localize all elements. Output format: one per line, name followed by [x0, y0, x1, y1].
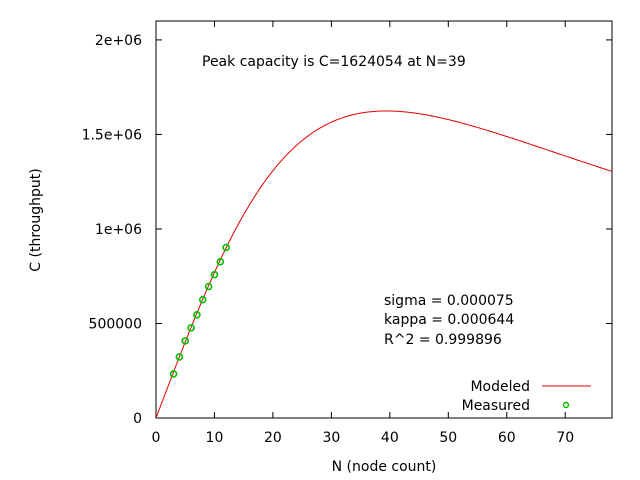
measured-point — [222, 243, 230, 252]
plot-border — [155, 20, 613, 419]
y-tick-label: 500000 — [89, 316, 142, 332]
measured-point — [181, 337, 190, 345]
x-tick-label: 20 — [264, 430, 282, 446]
legend-label-modeled: Modeled — [470, 379, 530, 395]
measured-point — [204, 282, 213, 291]
x-axis-label: N (node count) — [332, 459, 437, 475]
x-axis: 0 10 20 30 40 50 60 70 — [152, 21, 574, 446]
measured-series — [169, 243, 230, 378]
measured-point — [198, 295, 207, 304]
measured-point — [187, 324, 195, 332]
sigma-annotation: sigma = 0.000075 — [384, 293, 514, 309]
legend: Modeled Measured — [462, 379, 591, 414]
plot-frame — [155, 20, 613, 419]
measured-point — [216, 257, 225, 266]
legend-marker-point — [562, 401, 570, 409]
x-tick-label: 30 — [322, 430, 340, 446]
y-tick-label: 1e+06 — [95, 222, 142, 238]
x-tick-label: 10 — [206, 430, 224, 446]
y-axis: 0 500000 1e+06 1.5e+06 2e+06 — [82, 33, 612, 427]
legend-label-measured: Measured — [462, 398, 530, 414]
y-axis-label: C (throughput) — [28, 168, 44, 271]
modeled-line — [155, 110, 613, 419]
x-tick-label: 0 — [152, 430, 161, 446]
x-tick-label: 40 — [381, 430, 399, 446]
y-tick-label: 1.5e+06 — [82, 127, 143, 143]
measured-point — [175, 353, 184, 361]
kappa-annotation: kappa = 0.000644 — [384, 312, 514, 328]
x-tick-label: 50 — [439, 430, 457, 446]
y-tick-label: 2e+06 — [95, 33, 142, 49]
measured-point — [210, 270, 219, 279]
y-tick-label: 0 — [133, 411, 142, 427]
modeled-series — [155, 110, 613, 419]
measured-point — [169, 370, 178, 378]
legend-swatch-measured — [562, 401, 570, 409]
r2-annotation: R^2 = 0.999896 — [384, 332, 502, 348]
measured-point — [193, 310, 201, 319]
peak-annotation: Peak capacity is C=1624054 at N=39 — [202, 54, 466, 70]
x-tick-label: 60 — [498, 430, 516, 446]
x-tick-label: 70 — [556, 430, 574, 446]
